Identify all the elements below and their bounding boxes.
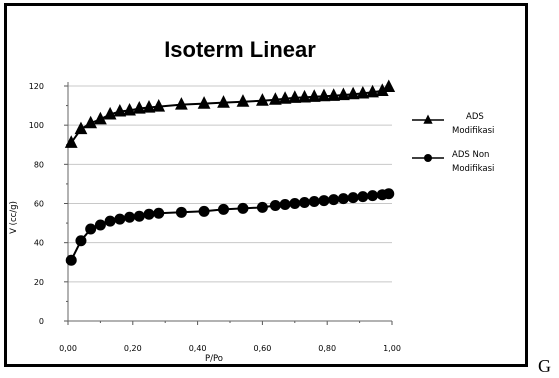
data-point-circle [289,198,301,209]
data-point-triangle [103,106,117,120]
data-point-circle [85,223,97,235]
data-point-triangle [236,94,250,107]
data-point-circle [94,219,106,231]
data-point-triangle [217,95,230,108]
data-point-circle [175,206,187,218]
data-point-triangle [327,88,341,101]
data-point-circle [218,203,230,215]
data-point-circle [328,194,340,206]
data-point-triangle [375,83,389,96]
y-tick-label: 40 [34,239,44,248]
y-axis-label: V (cc/g) [9,201,19,234]
data-point-circle [75,235,87,247]
data-point-triangle [256,93,269,106]
data-point-triangle [175,97,188,110]
legend-label: Modifikasi [452,164,494,174]
y-tick-label: 0 [39,317,44,326]
data-point-circle [237,202,249,214]
data-point-triangle [113,103,127,117]
data-point-triangle [142,100,156,113]
y-tick-label: 20 [34,278,44,287]
data-point-circle [383,188,395,200]
data-point-circle [104,215,116,227]
legend-marker-circle [424,154,432,162]
data-point-triangle [278,91,292,104]
y-tick-label: 80 [34,160,44,169]
x-tick-label: 0,20 [124,344,142,353]
legend-marker-triangle [423,114,433,124]
legend-label: ADS Non [452,150,489,160]
data-point-circle [153,207,165,219]
data-point-circle [65,254,77,266]
data-point-triangle [268,92,282,105]
data-point-circle [279,198,291,210]
y-tick-label: 100 [29,121,44,130]
data-point-circle [357,191,369,203]
data-point-circle [318,195,330,207]
data-point-circle [367,190,379,202]
data-point-triangle [152,99,166,112]
data-point-circle [308,196,320,208]
x-tick-label: 0,40 [189,344,207,353]
data-point-triangle [317,88,331,102]
chart-frame [4,3,528,367]
data-point-triangle [337,87,350,101]
x-axis-label: P/Po [205,354,223,364]
data-point-circle [269,199,281,211]
data-point-circle [124,211,136,223]
x-tick-label: 0,80 [318,344,336,353]
data-point-triangle [382,79,396,93]
series-line [70,86,390,144]
data-point-triangle [84,115,98,129]
data-point-triangle [197,96,211,109]
data-point-triangle [307,89,321,102]
data-point-circle [256,201,268,213]
data-point-circle [347,192,359,204]
data-point-triangle [346,86,360,100]
data-point-triangle [64,135,78,148]
data-point-circle [133,210,145,222]
data-point-triangle [298,89,311,103]
y-tick-label: 60 [34,200,44,209]
data-point-triangle [288,90,302,103]
data-point-circle [114,213,126,225]
trailing-letter: G [538,356,551,376]
x-tick-label: 1,00 [383,344,401,353]
data-point-triangle [94,111,107,125]
data-point-triangle [356,85,370,99]
data-point-triangle [132,101,146,114]
legend-label: ADS [466,112,484,122]
data-point-circle [143,208,155,220]
data-point-triangle [74,121,88,135]
legend-label: Modifikasi [452,126,494,136]
data-point-triangle [123,102,136,116]
chart-title: Isoterm Linear [164,37,316,62]
data-point-triangle [366,84,379,98]
data-point-circle [198,205,210,217]
x-tick-label: 0,00 [59,344,77,353]
y-tick-label: 120 [29,82,44,91]
data-point-circle [299,197,311,209]
x-tick-label: 0,60 [253,344,271,353]
data-point-circle [337,193,349,205]
